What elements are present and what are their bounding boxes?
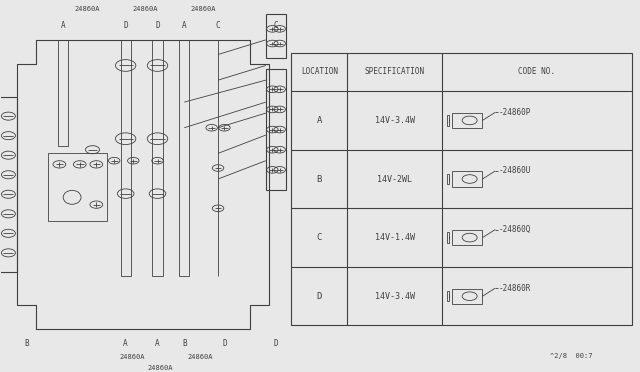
Bar (152, 40, 163, 276)
Bar (291, 53, 632, 326)
Text: 24860A: 24860A (188, 354, 213, 360)
Text: 14V-1.4W: 14V-1.4W (374, 233, 415, 242)
Text: 24860A: 24860A (148, 365, 173, 371)
Text: B: B (182, 339, 187, 347)
Bar (447, 115, 449, 125)
Text: -24860Q: -24860Q (499, 225, 531, 234)
Text: 24860A: 24860A (191, 6, 216, 12)
Bar (447, 174, 449, 184)
Bar (0, 97, 17, 272)
Text: -24860R: -24860R (499, 283, 531, 293)
Bar (452, 230, 483, 245)
Bar (58, 40, 68, 146)
Text: 24860A: 24860A (119, 354, 145, 360)
Text: B: B (24, 339, 29, 347)
Text: -24860P: -24860P (499, 108, 531, 117)
Text: 14V-3.4W: 14V-3.4W (374, 292, 415, 301)
Text: 24860A: 24860A (75, 6, 100, 12)
Text: B: B (317, 174, 322, 183)
Bar (266, 69, 286, 190)
Text: CODE NO.: CODE NO. (518, 67, 556, 76)
Text: D: D (155, 22, 160, 31)
Text: 14V-3.4W: 14V-3.4W (374, 116, 415, 125)
Text: D: D (274, 339, 278, 347)
Bar (48, 153, 106, 221)
Text: D: D (124, 22, 128, 31)
Bar (452, 113, 483, 128)
Text: ^2/8  00:7: ^2/8 00:7 (550, 353, 593, 359)
Bar (452, 171, 483, 187)
Bar (179, 40, 189, 276)
Text: D: D (317, 292, 322, 301)
Bar (266, 14, 286, 58)
Text: A: A (124, 339, 128, 347)
Text: C: C (317, 233, 322, 242)
Text: 14V-2WL: 14V-2WL (377, 174, 412, 183)
Text: C: C (274, 22, 278, 31)
Text: 24860A: 24860A (132, 6, 157, 12)
Bar (447, 291, 449, 301)
Text: A: A (61, 22, 65, 31)
Bar (120, 40, 131, 276)
Bar (452, 289, 483, 304)
Bar (447, 232, 449, 243)
Text: C: C (216, 22, 220, 31)
Text: A: A (317, 116, 322, 125)
Text: A: A (182, 22, 187, 31)
Text: -24860U: -24860U (499, 166, 531, 176)
Text: LOCATION: LOCATION (301, 67, 338, 76)
Text: SPECIFICATION: SPECIFICATION (365, 67, 424, 76)
Text: A: A (155, 339, 160, 347)
Text: D: D (222, 339, 227, 347)
